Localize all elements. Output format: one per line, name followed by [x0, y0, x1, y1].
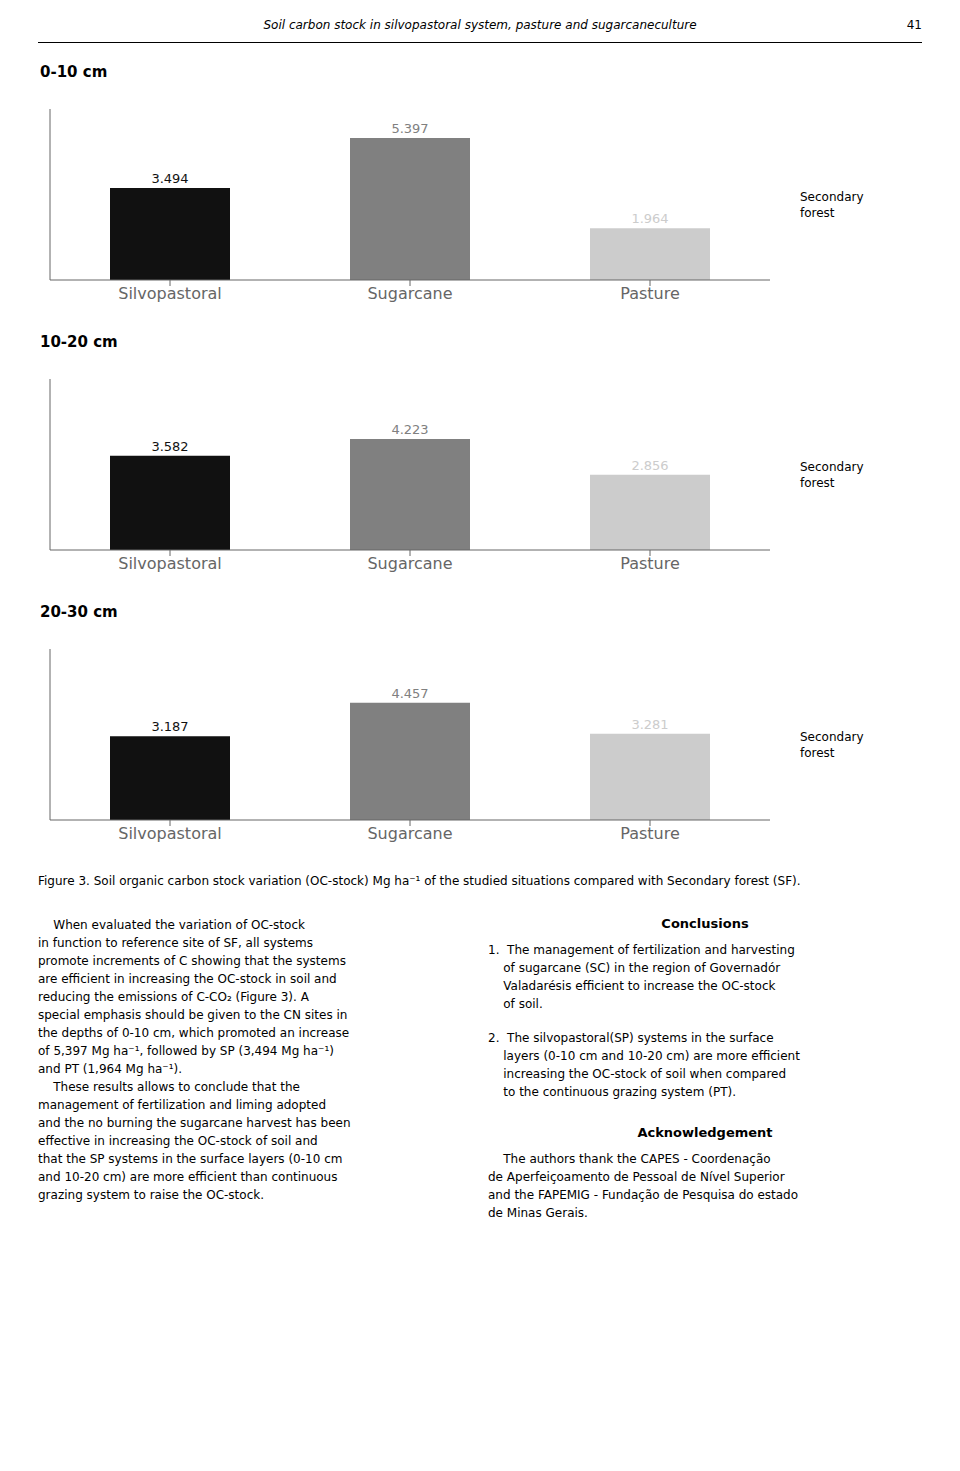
html-text:2. The silvopastoral(SP) syste: 2. The silvopastoral(SP) systems in the … — [488, 1030, 800, 1099]
html-text:0-10 cm: 0-10 cm — [40, 63, 108, 81]
svg-text:Pasture: Pasture — [620, 284, 680, 303]
svg-text:Silvopastoral: Silvopastoral — [118, 284, 222, 303]
html-text:10-20 cm: 10-20 cm — [40, 333, 118, 351]
svg-text:2.856: 2.856 — [631, 458, 668, 473]
svg-text:3.281: 3.281 — [631, 717, 668, 732]
svg-text:3.187: 3.187 — [151, 719, 188, 734]
svg-text:Sugarcane: Sugarcane — [367, 284, 452, 303]
html-text:Conclusions: Conclusions — [661, 915, 749, 931]
svg-text:Silvopastoral: Silvopastoral — [118, 824, 222, 843]
svg-text:5.397: 5.397 — [391, 121, 428, 136]
svg-text:Pasture: Pasture — [620, 824, 680, 843]
html-text:When evaluated the variation o: When evaluated the variation of ​OC-stoc… — [38, 917, 351, 1202]
html-text:Secondary forest: Secondary forest — [800, 729, 864, 760]
svg-text:4.223: 4.223 — [391, 422, 428, 437]
svg-text:Silvopastoral: Silvopastoral — [118, 554, 222, 573]
svg-text:Sugarcane: Sugarcane — [367, 824, 452, 843]
html-text:20-30 cm: 20-30 cm — [40, 603, 118, 621]
html-text:1. The management of fertiliza: 1. The management of fertilization and h… — [488, 942, 795, 1011]
svg-text:3.582: 3.582 — [151, 439, 188, 454]
html-text:Acknowledgement: Acknowledgement — [637, 1124, 773, 1140]
html-text:The authors thank the CAPES -: The authors thank the CAPES - Coordenaçã… — [488, 1151, 799, 1220]
html-text:Figure 3. Soil organic carbon: Figure 3. Soil organic carbon stock vari… — [38, 874, 801, 888]
html-text:Secondary forest: Secondary forest — [800, 189, 864, 220]
html-text:Secondary forest: Secondary forest — [800, 459, 864, 490]
svg-text:4.457: 4.457 — [391, 686, 428, 701]
html-text:41: 41 — [906, 18, 922, 32]
html-text:Soil carbon stock in silvopast: Soil carbon stock in silvopastoral syste… — [263, 18, 697, 32]
svg-text:1.964: 1.964 — [631, 211, 668, 226]
svg-text:3.494: 3.494 — [151, 171, 188, 186]
svg-text:Pasture: Pasture — [620, 554, 680, 573]
svg-text:Sugarcane: Sugarcane — [367, 554, 452, 573]
